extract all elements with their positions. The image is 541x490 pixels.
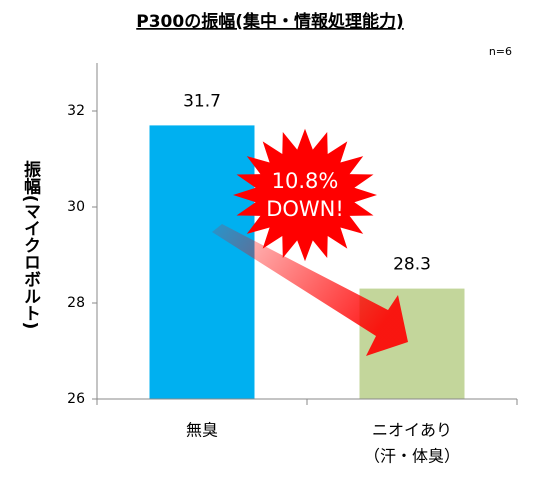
down-arrow: [212, 224, 408, 356]
chart-title: P300の振幅(集中・情報処理能力): [136, 11, 403, 32]
annotation: n=6: [489, 45, 512, 58]
x-tick-label: ニオイあり: [372, 421, 452, 440]
x-tick-sublabel: （汗・体臭）: [364, 447, 460, 466]
value-label: 28.3: [393, 255, 431, 275]
x-tick-label: 無臭: [186, 421, 218, 440]
y-tick-label: 30: [67, 199, 85, 215]
bar: [149, 125, 255, 400]
y-tick-label: 28: [67, 295, 85, 311]
starburst: [233, 128, 377, 262]
y-axis-label: 振幅(マイクロボルト): [20, 160, 41, 330]
burst-text: DOWN!: [266, 197, 344, 221]
value-label: 31.7: [183, 91, 221, 111]
y-tick-label: 32: [67, 103, 85, 119]
burst-text: 10.8%: [272, 169, 339, 193]
y-tick-label: 26: [67, 391, 85, 407]
